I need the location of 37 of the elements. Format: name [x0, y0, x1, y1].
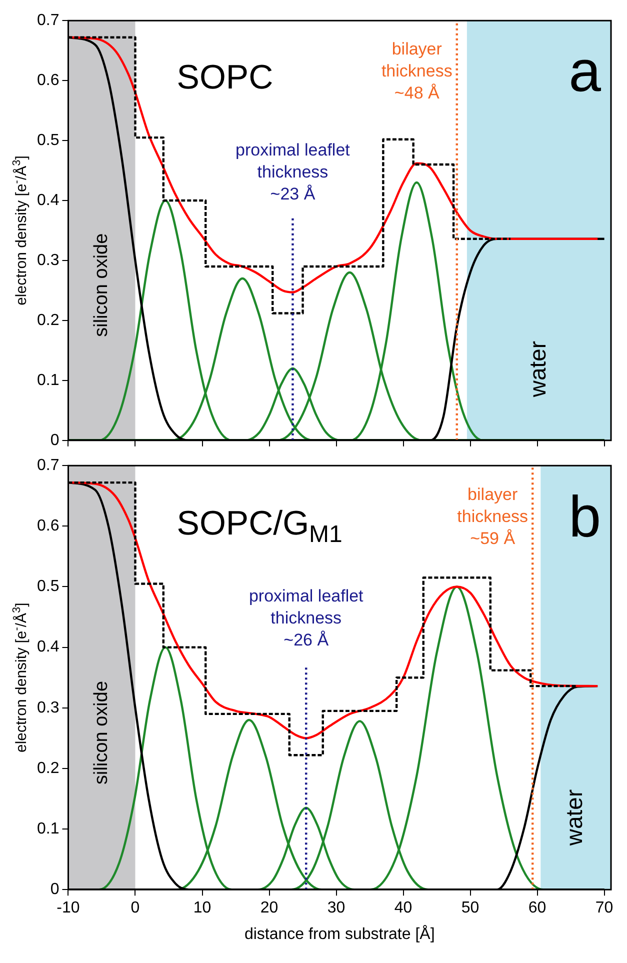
y-tick-label: 0: [50, 432, 60, 449]
y-tick-label: 0.2: [36, 312, 60, 329]
y-tick-label: 0.7: [36, 457, 60, 474]
band-label: silicon oxide: [90, 233, 112, 337]
y-tick-label: 0.4: [36, 638, 60, 656]
y-tick-label: 0.3: [36, 252, 60, 269]
x-tick-label: 40: [394, 900, 412, 917]
x-axis-title: distance from substrate [Å]: [244, 924, 435, 943]
text: SOPC: [176, 58, 274, 97]
ref-line-label: proximal leaflet thickness ~23 Å: [236, 140, 350, 204]
y-tick-label: 0.6: [36, 72, 60, 89]
x-tick-label: 30: [327, 900, 346, 917]
y-tick-label: 0.5: [36, 578, 60, 596]
y-tick-label: 0.2: [36, 760, 60, 777]
y-tick-label: 0.7: [36, 12, 60, 30]
y-tick-label: 0: [50, 881, 60, 898]
y-axis-title: electron density [e-/Å3]: [10, 156, 30, 306]
band-label: silicon oxide: [90, 680, 112, 784]
ref-line-label: bilayer thickness ~48 Å: [381, 40, 452, 103]
y-axis-title: electron density [e-/Å3]: [10, 602, 30, 753]
y-tick-label: 0.3: [36, 699, 60, 716]
ref-line-label: proximal leaflet thickness ~26 Å: [248, 586, 364, 650]
y-tick-label: 0.1: [36, 372, 60, 389]
ref-line-label: bilayer thickness ~59 Å: [457, 484, 528, 548]
x-tick-label: -10: [56, 900, 80, 917]
x-tick-label: 70: [595, 900, 614, 917]
annotation: b: [568, 484, 602, 550]
x-tick-label: 0: [130, 900, 140, 917]
y-tick-label: 0.6: [36, 518, 60, 535]
x-tick-label: 10: [193, 900, 212, 917]
x-tick-label: 60: [528, 900, 546, 917]
y-tick-label: 0.5: [36, 132, 60, 149]
x-tick-label: 50: [461, 900, 480, 917]
y-tick-label: 0.4: [36, 192, 60, 209]
annotation: a: [568, 39, 602, 104]
x-tick-label: 20: [260, 900, 278, 917]
y-tick-label: 0.1: [36, 820, 60, 838]
